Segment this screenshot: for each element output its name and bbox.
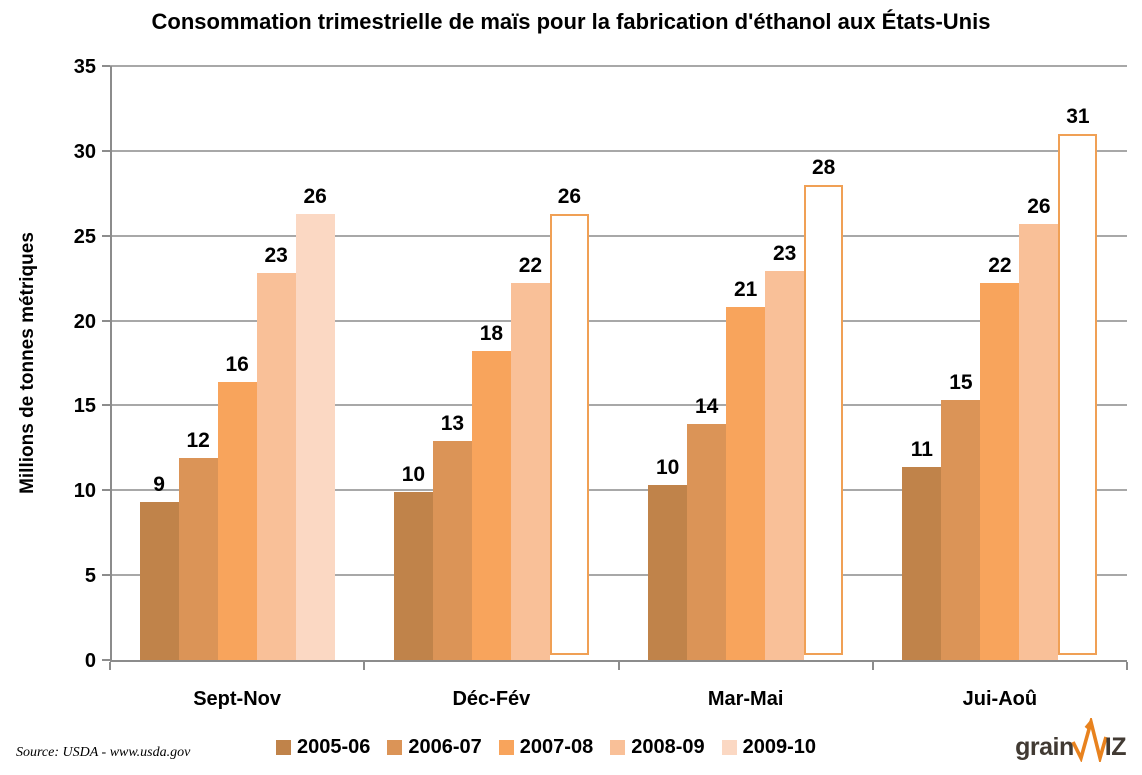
y-tick-label: 0 — [84, 650, 96, 672]
bar-2007-08-Sept-Nov — [217, 381, 257, 660]
x-category-label: Déc-Fév — [452, 688, 531, 710]
bar-value-label: 26 — [303, 184, 327, 208]
chart-title: Consommation trimestrielle de maïs pour … — [151, 9, 991, 34]
bar-value-label: 10 — [401, 462, 426, 486]
gridline — [110, 574, 1127, 577]
y-tick-label: 25 — [73, 225, 96, 248]
logo-text-before: grain — [1015, 733, 1074, 761]
y-tick-label: 5 — [84, 565, 96, 588]
y-axis-tick — [102, 65, 110, 67]
y-tick-label: 15 — [73, 395, 96, 418]
y-axis-tick — [102, 404, 110, 407]
bar-2005-06-Déc-Fév — [393, 491, 433, 660]
bar-2008-09-Sept-Nov — [256, 273, 296, 660]
legend-label: 2005-06 — [296, 736, 371, 758]
bar-2005-06-Sept-Nov — [139, 502, 179, 660]
legend-swatch — [721, 739, 737, 755]
bar-value-label: 11 — [910, 437, 933, 461]
bar-2009-10-Mar-Mai — [804, 184, 844, 655]
x-axis-tick — [871, 662, 874, 670]
legend-swatch — [610, 739, 626, 755]
y-axis-line — [110, 66, 112, 662]
bar-value-label: 14 — [694, 395, 719, 419]
bar-2008-09-Jui-Aoû — [1019, 223, 1059, 660]
bar-2005-06-Mar-Mai — [648, 485, 688, 660]
gridline — [110, 149, 1127, 152]
x-category-label: Jui-Aoû — [962, 688, 1038, 710]
bar-value-label: 23 — [772, 242, 797, 266]
bar-value-label: 28 — [811, 155, 836, 179]
bar-value-label: 31 — [1066, 104, 1090, 128]
bar-2009-10-Sept-Nov — [295, 213, 335, 660]
bar-2007-08-Mar-Mai — [726, 306, 766, 660]
y-tick-label: 30 — [73, 140, 96, 163]
legend-label: 2008-09 — [631, 736, 705, 758]
bar-value-label: 12 — [186, 429, 210, 453]
y-axis-tick — [102, 149, 110, 152]
bar-2006-07-Jui-Aoû — [941, 400, 981, 660]
gridline — [110, 319, 1127, 322]
bar-value-label: 9 — [153, 473, 165, 497]
logo-text-after: IZ — [1104, 733, 1127, 761]
x-axis-line — [110, 660, 1127, 662]
bar-2008-09-Déc-Fév — [510, 283, 550, 660]
bar-2005-06-Jui-Aoû — [902, 466, 942, 660]
bar-value-label: 21 — [733, 277, 758, 301]
bar-value-label: 22 — [988, 254, 1012, 278]
bar-value-label: 26 — [1027, 194, 1051, 218]
y-tick-label: 35 — [73, 56, 96, 78]
y-tick-label: 20 — [73, 310, 96, 333]
y-axis-tick — [102, 489, 110, 492]
gridline — [110, 404, 1127, 407]
legend-label: 2007-08 — [519, 736, 594, 758]
bar-value-label: 10 — [655, 456, 680, 480]
legend-swatch — [275, 739, 291, 755]
logo-zigzag-chart-icon — [1071, 718, 1108, 762]
x-axis-tick — [1126, 662, 1128, 670]
legend-label: 2006-07 — [408, 736, 482, 758]
y-tick-label: 10 — [73, 480, 96, 503]
y-axis-tick — [102, 234, 110, 237]
bar-value-label: 16 — [225, 352, 249, 376]
bar-value-label: 13 — [440, 412, 465, 436]
gridline — [110, 234, 1127, 237]
legend-item-2007-08: 2007-08 — [498, 736, 594, 758]
y-axis-tick — [102, 319, 110, 322]
legend-label: 2009-10 — [742, 736, 817, 758]
legend: 2005-06 2006-07 2007-08 2008-09 2009-10 — [0, 737, 1092, 757]
legend-swatch — [387, 739, 403, 755]
x-axis-tick — [617, 662, 620, 670]
bar-2009-10-Jui-Aoû — [1058, 133, 1098, 655]
bar-2008-09-Mar-Mai — [765, 271, 805, 660]
bar-2007-08-Déc-Fév — [471, 351, 511, 660]
bar-2006-07-Sept-Nov — [178, 458, 218, 660]
gridline — [110, 489, 1127, 492]
y-axis-tick — [102, 574, 110, 577]
x-category-label: Mar-Mai — [707, 688, 784, 710]
bar-value-label: 22 — [518, 254, 543, 278]
legend-item-2005-06: 2005-06 — [275, 736, 371, 758]
bar-2006-07-Mar-Mai — [687, 424, 727, 660]
bar-2007-08-Jui-Aoû — [980, 283, 1020, 660]
gridline — [110, 65, 1127, 67]
legend-swatch — [498, 739, 514, 755]
x-axis-tick — [109, 662, 111, 670]
bar-value-label: 18 — [479, 322, 504, 346]
bar-2006-07-Déc-Fév — [432, 441, 472, 660]
source-text: Source: USDA - www.usda.gov — [16, 745, 191, 760]
bar-value-label: 23 — [264, 244, 288, 268]
bar-value-label: 26 — [557, 184, 582, 208]
x-axis-tick — [363, 662, 366, 670]
legend-item-2006-07: 2006-07 — [387, 736, 482, 758]
legend-item-2008-09: 2008-09 — [610, 736, 705, 758]
grainwiz-logo: grain IZ — [1015, 718, 1127, 765]
bar-2009-10-Déc-Fév — [549, 213, 589, 655]
bar-value-label: 15 — [949, 371, 973, 395]
x-category-label: Sept-Nov — [193, 688, 282, 710]
legend-item-2009-10: 2009-10 — [721, 736, 817, 758]
y-axis-tick — [102, 659, 110, 661]
